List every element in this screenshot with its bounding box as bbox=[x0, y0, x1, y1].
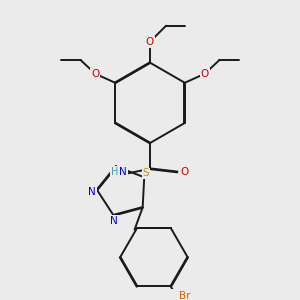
Text: N: N bbox=[119, 167, 127, 177]
Text: Br: Br bbox=[179, 291, 190, 300]
Text: S: S bbox=[142, 168, 149, 178]
Text: O: O bbox=[146, 37, 154, 47]
Text: O: O bbox=[91, 69, 99, 79]
Text: O: O bbox=[180, 167, 188, 177]
Text: H: H bbox=[111, 167, 118, 177]
Text: N: N bbox=[110, 216, 118, 226]
Text: O: O bbox=[201, 69, 209, 79]
Text: N: N bbox=[88, 187, 96, 196]
